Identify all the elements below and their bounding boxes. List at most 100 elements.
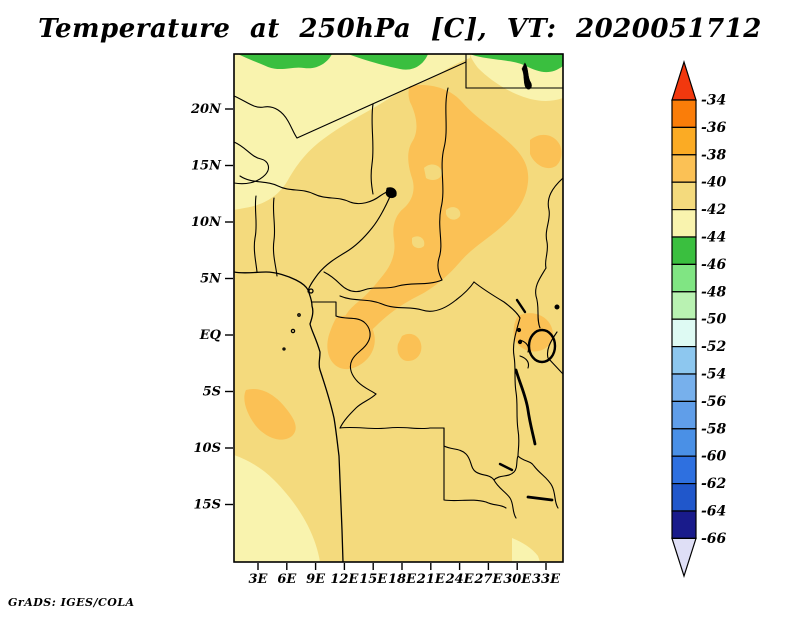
- gulf-islands: [282, 288, 314, 351]
- colorbar-box-34to36: [671, 99, 697, 128]
- field-pale-southwest-corner: [234, 455, 320, 562]
- island-bioko: [308, 288, 314, 294]
- lon-label-9e: 9E: [306, 572, 326, 587]
- colorbar-box-64to66: [671, 510, 697, 539]
- border-togo: [272, 197, 278, 277]
- island-annobon: [282, 347, 286, 351]
- lon-label-12e: 12E: [330, 572, 359, 587]
- colorbar-box-44to46: [671, 236, 697, 265]
- lat-label-20n: 20N: [190, 102, 222, 117]
- colorbar-box-46to48: [671, 263, 697, 293]
- colorbar-arrow-down: [671, 537, 697, 578]
- field-hole-2: [446, 207, 461, 220]
- lat-label-eq: EQ: [199, 328, 222, 343]
- colorbar-box-40to42: [671, 181, 697, 211]
- lon-label-3e: 3E: [249, 572, 269, 587]
- lat-label-5n: 5N: [200, 272, 222, 287]
- lake-tanganyika: [514, 368, 537, 446]
- island-sao-tome: [290, 328, 296, 334]
- field-pale-southeast-blob: [512, 538, 540, 562]
- border-benin: [253, 195, 258, 273]
- lake-victoria: [527, 328, 557, 364]
- border-chad-sudan: [437, 87, 449, 281]
- island-principe: [297, 313, 301, 317]
- longitude-axis: 3E 6E 9E 12E 15E 18E 21E 24E 27E 30E 33E: [249, 563, 561, 587]
- border-southsudan-kenya: [535, 267, 547, 297]
- lake-edward: [516, 327, 522, 333]
- attribution-text: GrADS: IGES/COLA: [8, 596, 135, 609]
- colorbar-label-38: -38: [701, 147, 727, 163]
- lon-label-21e: 21E: [416, 572, 446, 587]
- field-green-top-middle: [348, 54, 428, 70]
- lon-label-18e: 18E: [388, 572, 417, 587]
- field-pale-northwest-band: [234, 54, 470, 210]
- colorbar-label-66: -66: [701, 531, 727, 547]
- lakes: [385, 62, 560, 502]
- colorbar-box-62to64: [671, 483, 697, 512]
- border-drc-angola: [339, 426, 445, 430]
- border-congo-drc: [339, 393, 377, 429]
- border-zambia-pedicle: [493, 479, 517, 519]
- border-nigeria-cameroon: [307, 191, 393, 293]
- lon-label-33e: 33E: [532, 572, 561, 587]
- field-orange-offshore-southwest: [244, 388, 296, 440]
- border-drc-east-lakes: [512, 317, 521, 457]
- lake-mweru: [498, 462, 514, 472]
- border-drc-zambia: [443, 427, 519, 481]
- colorbar-label-64: -64: [701, 504, 726, 520]
- field-orange-gabon: [327, 315, 375, 370]
- colorbar-label-54: -54: [701, 367, 726, 383]
- border-sudan-ethiopia: [545, 177, 563, 269]
- colorbar-label-40: -40: [701, 175, 727, 191]
- border-kenya-tanzania: [546, 331, 563, 375]
- colorbar: -34 -36 -38 -40 -42 -44 -46 -48 -50 -52 …: [671, 60, 727, 578]
- lat-label-10s: 10S: [194, 441, 221, 456]
- field-orange-congo-small: [397, 333, 422, 361]
- border-angola-east: [443, 427, 507, 509]
- coastline-gulf-of-guinea: [234, 271, 344, 562]
- colorbar-box-58to60: [671, 428, 697, 457]
- field-hole-3: [412, 236, 425, 249]
- lake-kivu: [517, 339, 523, 345]
- colorbar-box-60to62: [671, 455, 697, 485]
- colorbar-box-36to38: [671, 126, 697, 156]
- colorbar-box-54to56: [671, 373, 697, 402]
- colorbar-label-48: -48: [701, 284, 727, 300]
- border-eq-guinea: [311, 301, 337, 317]
- lon-label-6e: 6E: [277, 572, 297, 587]
- colorbar-label-62: -62: [701, 476, 727, 492]
- border-mali-niger: [234, 141, 270, 185]
- field-hole-1: [424, 164, 442, 180]
- colorbar-label-44: -44: [701, 230, 726, 246]
- colorbar-label-36: -36: [701, 120, 727, 136]
- border-burundi: [519, 355, 530, 369]
- lake-nasser: [521, 62, 532, 90]
- lon-label-27e: 27E: [473, 572, 503, 587]
- colorbar-label-58: -58: [701, 421, 727, 437]
- lat-label-15s: 15S: [194, 498, 221, 513]
- border-sahara-diagonal: [234, 61, 467, 139]
- field-green-top-west: [238, 54, 332, 70]
- colorbar-label-52: -52: [701, 339, 727, 355]
- lat-label-10n: 10N: [191, 215, 222, 230]
- field-green-top-east: [470, 54, 563, 73]
- map-frame: [233, 53, 564, 563]
- colorbar-label-42: -42: [701, 202, 727, 218]
- colorbar-box-50to52: [671, 318, 697, 348]
- field-orange-east-edge: [530, 134, 562, 169]
- plot-title: Temperature at 250hPa [C], VT: 202005171…: [38, 14, 762, 44]
- colorbar-label-60: -60: [701, 449, 727, 465]
- colorbar-label-34: -34: [701, 93, 726, 109]
- lon-label-24e: 24E: [445, 572, 475, 587]
- lon-label-15e: 15E: [359, 572, 388, 587]
- border-niger-nigeria: [239, 175, 393, 205]
- colorbar-box-48to50: [671, 291, 697, 320]
- border-uganda-kenya: [535, 295, 541, 329]
- colorbar-box-56to58: [671, 400, 697, 430]
- border-chad-car: [323, 271, 443, 293]
- lat-label-15n: 15N: [191, 159, 222, 174]
- field-orange-sudan-patch: [342, 84, 529, 338]
- lake-albert: [515, 298, 527, 314]
